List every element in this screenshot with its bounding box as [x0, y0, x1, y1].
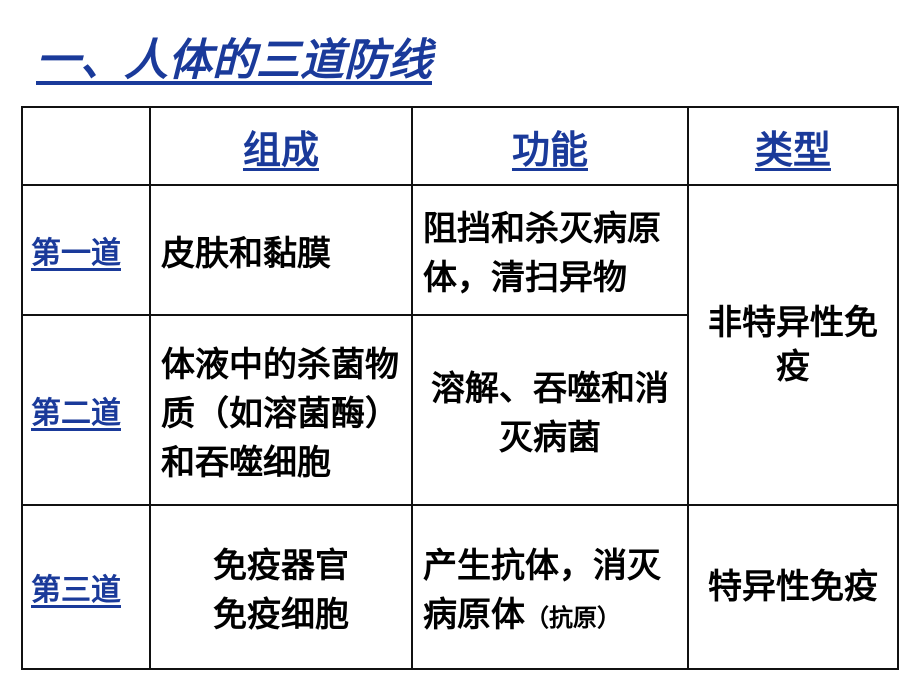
row3-function: 产生抗体，消灭病原体（抗原） [412, 505, 688, 669]
row3-comp-line1: 免疫器官 [213, 547, 349, 585]
row2-composition: 体液中的杀菌物质（如溶菌酶）和吞噬细胞 [150, 315, 412, 505]
row1-function: 阻挡和杀灭病原体，清扫异物 [412, 185, 688, 315]
type-specific: 特异性免疫 [688, 505, 898, 669]
defense-lines-table: 组成 功能 类型 第一道 皮肤和黏膜 阻挡和杀灭病原体，清扫异物 非特异性免疫 … [21, 106, 899, 670]
table-row: 第三道 免疫器官 免疫细胞 产生抗体，消灭病原体（抗原） 特异性免疫 [22, 505, 898, 669]
page-title: 一、人体的三道防线 [0, 0, 920, 106]
header-type: 类型 [688, 107, 898, 185]
row3-composition: 免疫器官 免疫细胞 [150, 505, 412, 669]
row3-comp-line2: 免疫细胞 [213, 596, 349, 634]
slide-page: 一、人体的三道防线 组成 功能 类型 第一道 皮肤和黏膜 阻挡和杀灭病原体，清扫… [0, 0, 920, 690]
header-function: 功能 [412, 107, 688, 185]
table-row: 第一道 皮肤和黏膜 阻挡和杀灭病原体，清扫异物 非特异性免疫 [22, 185, 898, 315]
header-empty [22, 107, 150, 185]
row1-composition: 皮肤和黏膜 [150, 185, 412, 315]
row2-function: 溶解、吞噬和消灭病菌 [412, 315, 688, 505]
row-label-3: 第三道 [22, 505, 150, 669]
type-nonspecific: 非特异性免疫 [688, 185, 898, 505]
row-label-1: 第一道 [22, 185, 150, 315]
header-composition: 组成 [150, 107, 412, 185]
table-header-row: 组成 功能 类型 [22, 107, 898, 185]
row3-func-sub: （抗原） [525, 605, 621, 632]
row-label-2: 第二道 [22, 315, 150, 505]
